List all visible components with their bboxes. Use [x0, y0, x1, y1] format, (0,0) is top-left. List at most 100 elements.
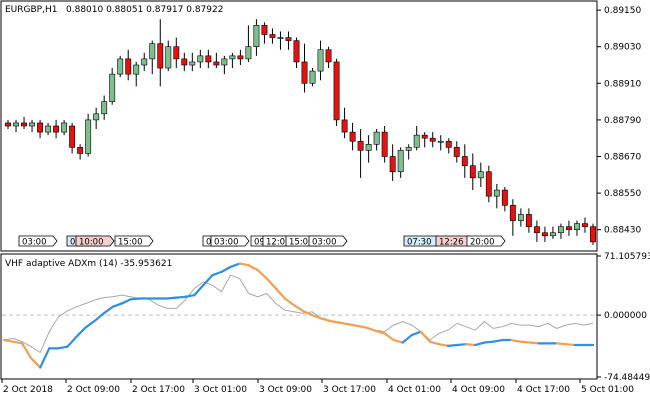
- candle-bear: [389, 156, 396, 173]
- main-line-falling: [265, 277, 277, 290]
- candle-bull: [277, 37, 284, 39]
- indicator-label: VHF adaptive ADXm (14) -35.953621: [5, 259, 172, 269]
- time-tick-label: 2 Oct 2018: [3, 385, 53, 395]
- candle-bull: [197, 55, 204, 63]
- session-marker-label: 03:00: [312, 238, 337, 248]
- candle-bear: [237, 55, 244, 60]
- price-tick-label: 0.88670: [604, 153, 641, 163]
- candle-bull: [101, 101, 108, 115]
- main-line-falling: [383, 332, 395, 342]
- time-tick-label: 3 Oct 01:00: [194, 385, 247, 395]
- main-line-falling: [21, 342, 33, 360]
- main-line-rising: [492, 338, 504, 343]
- session-marker-label: 15:00: [289, 238, 314, 248]
- price-axis: 0.89150 0.89030 0.88910 0.88790 0.88670 0.885…: [597, 6, 641, 236]
- main-line-falling: [11, 340, 24, 345]
- main-line-falling: [238, 262, 250, 267]
- candle-bull: [309, 70, 316, 84]
- candle-bull: [61, 122, 68, 133]
- main-line-rising: [66, 335, 78, 348]
- main-line-falling: [329, 319, 341, 324]
- candle-bull: [317, 49, 324, 72]
- time-tick-label: 4 Oct 09:00: [452, 385, 505, 395]
- main-line-rising: [401, 333, 413, 344]
- main-line-rising: [175, 295, 187, 299]
- time-tick-label: 3 Oct 09:00: [259, 385, 312, 395]
- candle-bear: [349, 131, 356, 142]
- session-marker-label: 15:00: [118, 238, 143, 248]
- candle-bear: [525, 214, 532, 227]
- main-line-falling: [320, 317, 332, 323]
- indicator-axis: 71.105793 0.000000 -74.484495: [597, 252, 650, 383]
- candle-bull: [13, 122, 19, 127]
- main-line-rising: [483, 340, 495, 344]
- main-line-rising: [229, 262, 241, 268]
- main-line-falling: [30, 357, 42, 369]
- candle-bull: [165, 46, 172, 69]
- candle-bull: [437, 140, 444, 143]
- candle-bull: [109, 73, 116, 102]
- main-line-falling: [419, 330, 431, 343]
- candle-bull: [477, 171, 484, 179]
- price-tick-label: 0.88910: [604, 79, 641, 89]
- candle-bear: [53, 125, 60, 133]
- candle-bear: [325, 49, 332, 63]
- secondary-line: [3, 274, 594, 354]
- main-line-rising: [455, 343, 468, 347]
- candle-bull: [365, 144, 372, 151]
- candle-bear: [501, 189, 508, 206]
- main-line-falling: [283, 297, 296, 307]
- candle-bear: [21, 122, 27, 127]
- candle-bear: [213, 61, 220, 66]
- main-line-falling: [528, 341, 540, 345]
- candle-bear: [566, 226, 572, 230]
- main-line-falling: [519, 340, 531, 344]
- candle-bear: [421, 134, 428, 139]
- candle-bull: [253, 25, 260, 48]
- main-line-falling: [247, 264, 259, 272]
- session-marker-label: 12:00: [266, 238, 291, 248]
- main-line-falling: [465, 343, 477, 347]
- main-line-rising: [220, 265, 232, 273]
- candle-bull: [574, 223, 580, 231]
- main-line-falling: [356, 324, 368, 329]
- time-tick-label: 3 Oct 17:00: [323, 385, 376, 395]
- candle-bear: [445, 140, 452, 148]
- candle-bull: [557, 226, 564, 234]
- candle-bear: [469, 165, 476, 179]
- candles-layer: [5, 19, 596, 245]
- main-line-rising: [211, 270, 223, 277]
- indicator-panel-frame: [0, 253, 598, 380]
- time-tick-label: 2 Oct 17:00: [132, 385, 185, 395]
- main-line-falling: [292, 304, 305, 313]
- candle-bear: [381, 131, 388, 157]
- symbol-label: EURGBP,H1: [5, 5, 57, 15]
- candle-bull: [45, 125, 52, 133]
- candle-bear: [301, 61, 308, 84]
- candle-bull: [117, 58, 124, 75]
- main-line-falling: [555, 342, 567, 346]
- candle-bull: [85, 119, 92, 154]
- main-line-rising: [193, 284, 205, 297]
- main-line-falling: [301, 309, 314, 317]
- time-tick-label: 2 Oct 09:00: [67, 385, 120, 395]
- candle-bear: [333, 61, 340, 121]
- candle-bear: [533, 226, 540, 234]
- main-line-falling: [392, 338, 404, 344]
- candle-bear: [205, 55, 212, 63]
- session-marker-box: [466, 235, 506, 247]
- main-line-rising: [75, 326, 87, 338]
- candle-bear: [453, 147, 460, 157]
- time-tick-label: 4 Oct 17:00: [517, 385, 570, 395]
- candle-bull: [493, 189, 500, 197]
- main-line-rising: [166, 296, 178, 300]
- main-line-rising: [102, 305, 114, 315]
- main-line-rising: [111, 302, 123, 308]
- main-line-rising: [39, 347, 51, 369]
- main-line-falling: [510, 338, 522, 343]
- indicator-layer: [2, 262, 597, 369]
- price-tick-label: 0.89030: [604, 43, 641, 53]
- session-marker-label: 10:00: [79, 238, 104, 248]
- price-tick-label: 0.89150: [604, 6, 641, 16]
